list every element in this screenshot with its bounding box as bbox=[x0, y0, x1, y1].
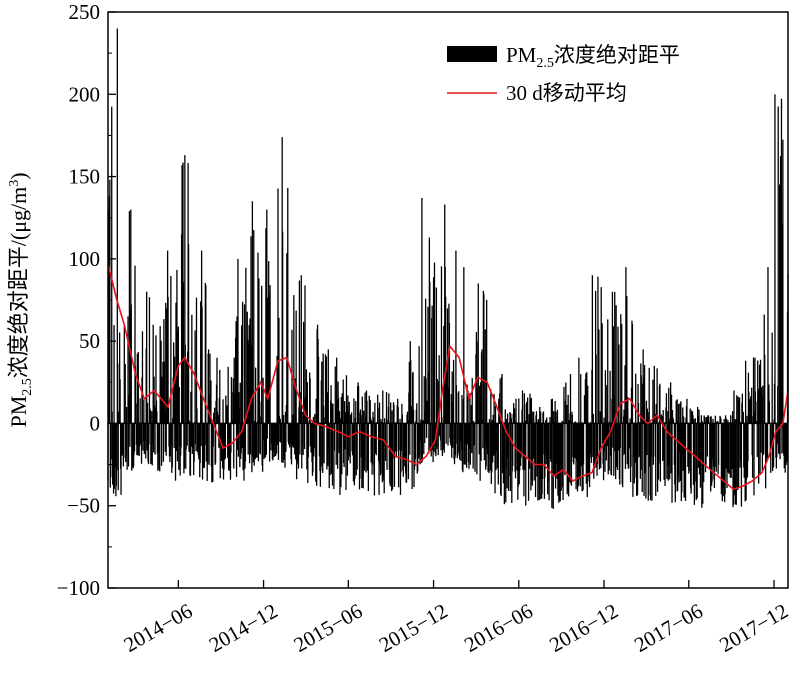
y-tick-label: 100 bbox=[69, 247, 101, 271]
moving-average-line bbox=[107, 263, 789, 491]
x-tick-label: 2016−12 bbox=[545, 599, 622, 657]
y-tick-label: 250 bbox=[69, 0, 101, 24]
y-tick-label: 0 bbox=[90, 411, 101, 435]
legend-label-moving-average: 30 d移动平均 bbox=[506, 81, 627, 105]
y-tick-label: 150 bbox=[69, 165, 101, 189]
x-tick-label: 2014−12 bbox=[205, 599, 282, 657]
y-tick-label: 50 bbox=[79, 329, 100, 353]
legend-label-anomaly: PM2.5浓度绝对距平 bbox=[506, 43, 680, 71]
y-axis: −100 −50 0 50 100 150 200 250 bbox=[57, 0, 116, 600]
x-axis: 2014−06 2014−12 2015−06 2015−12 2016−06 2016−… bbox=[120, 580, 792, 657]
x-tick-label: 2017−12 bbox=[715, 599, 792, 657]
plot-frame bbox=[107, 11, 789, 589]
x-tick-label: 2014−06 bbox=[120, 599, 197, 657]
x-tick-label: 2017−06 bbox=[630, 599, 707, 657]
legend: PM2.5浓度绝对距平 30 d移动平均 bbox=[447, 43, 680, 105]
y-tick-label: 200 bbox=[69, 82, 101, 106]
x-tick-label: 2016−06 bbox=[460, 599, 537, 657]
x-tick-label: 2015−06 bbox=[290, 599, 367, 657]
y-tick-label: −100 bbox=[57, 576, 100, 600]
y-axis-label: PM2.5浓度绝对距平/(μg/m3) bbox=[6, 172, 35, 427]
legend-bar-swatch bbox=[447, 46, 497, 62]
y-tick-label: −50 bbox=[67, 494, 100, 518]
daily-anomaly-bars bbox=[107, 28, 789, 509]
x-tick-label: 2015−12 bbox=[375, 599, 452, 657]
